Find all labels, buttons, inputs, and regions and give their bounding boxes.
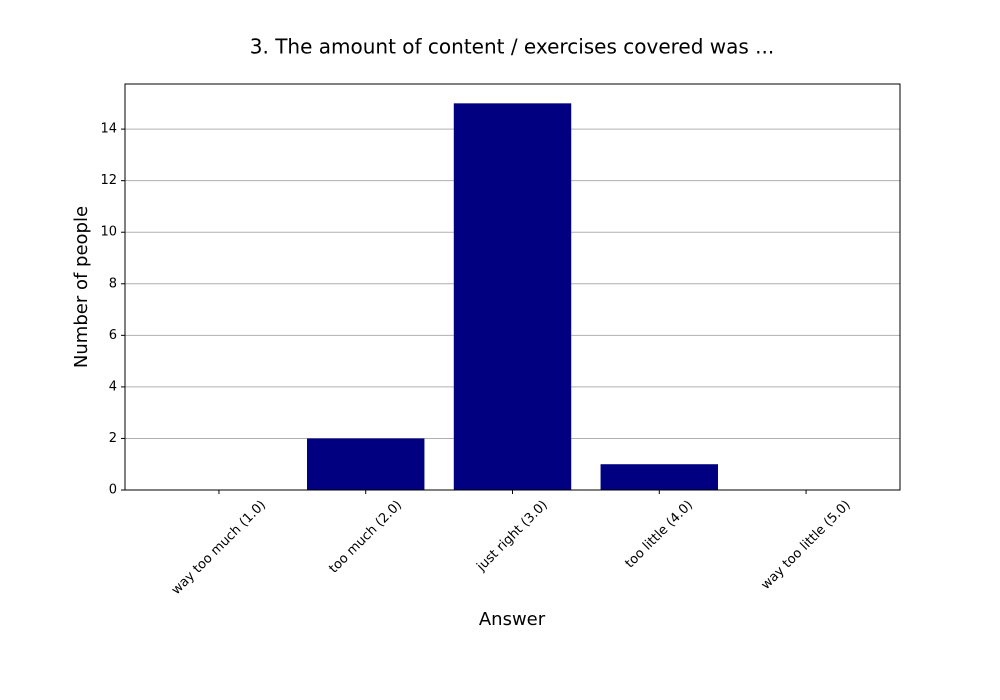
y-tick-label: 6 xyxy=(109,328,117,343)
plot-frame xyxy=(124,83,901,491)
y-tick-label: 12 xyxy=(100,173,117,188)
y-tick-label: 0 xyxy=(109,483,117,498)
y-tick-label: 2 xyxy=(109,431,117,446)
bar xyxy=(600,464,718,490)
y-tick-label: 10 xyxy=(100,225,117,240)
y-tick-label: 4 xyxy=(109,379,117,394)
y-axis-label: Number of people xyxy=(71,206,92,368)
chart-title: 3. The amount of content / exercises cov… xyxy=(250,35,774,59)
bar xyxy=(453,103,572,490)
bar xyxy=(307,438,425,490)
y-tick-label: 8 xyxy=(109,276,117,291)
x-axis-label: Answer xyxy=(479,609,546,630)
y-tick-label: 14 xyxy=(100,122,117,137)
